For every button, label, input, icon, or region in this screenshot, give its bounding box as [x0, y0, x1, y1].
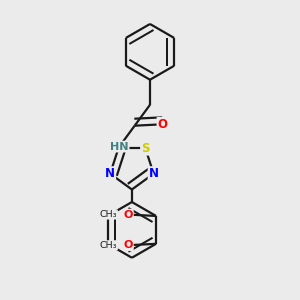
Text: O: O	[158, 118, 167, 131]
Text: CH₃: CH₃	[100, 241, 117, 250]
Text: CH₃: CH₃	[100, 210, 117, 219]
Text: S: S	[141, 142, 150, 155]
Text: N: N	[148, 167, 159, 180]
Text: HN: HN	[110, 142, 129, 152]
Text: N: N	[105, 167, 115, 180]
Text: O: O	[124, 240, 133, 250]
Text: O: O	[124, 210, 133, 220]
